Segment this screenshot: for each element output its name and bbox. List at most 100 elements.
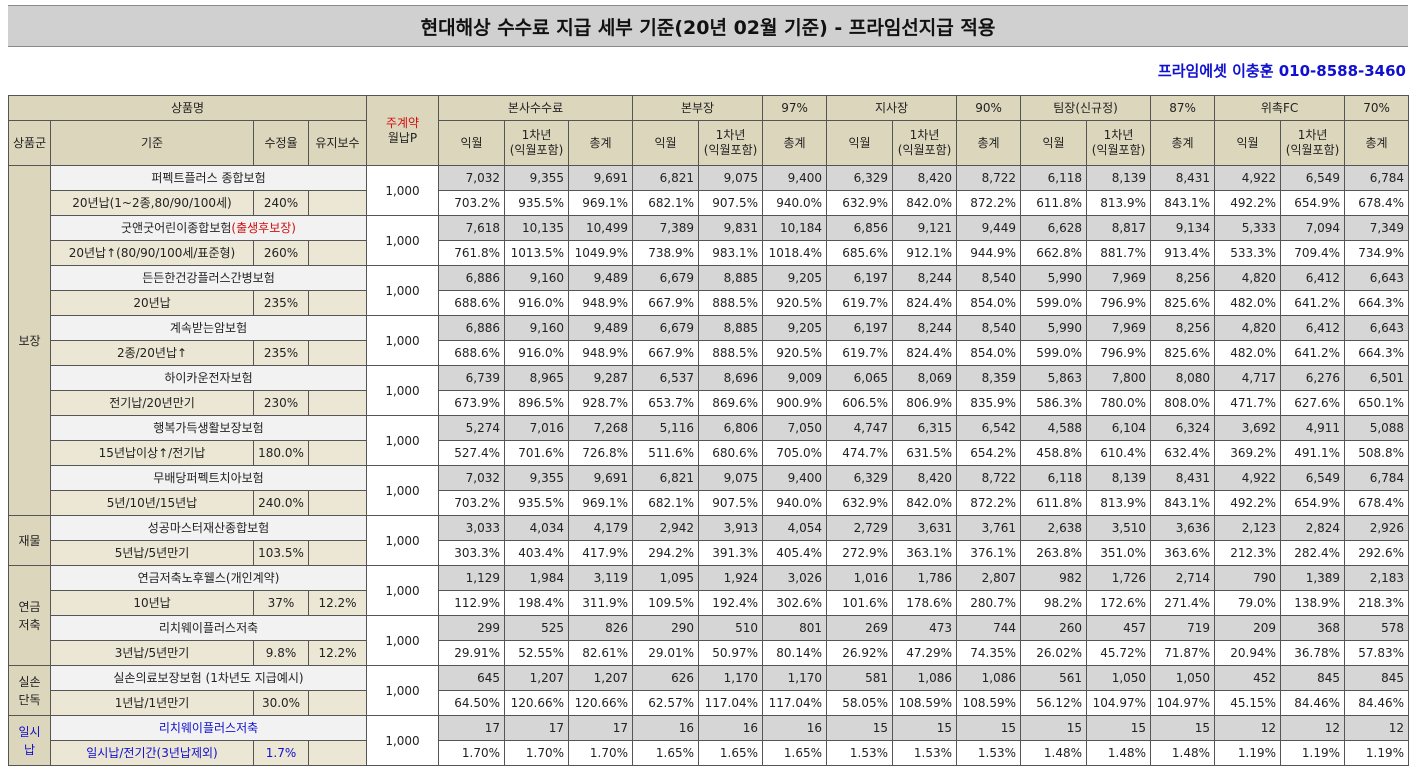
product-name-text: 무배당퍼펙트치아보험 <box>153 471 264 485</box>
commission-value: 2,714 <box>1150 565 1216 591</box>
maint-col-header: 유지보수 <box>308 120 367 166</box>
commission-value: 982 <box>1020 565 1088 591</box>
commission-pct: 98.2% <box>1020 590 1088 616</box>
commission-pct: 112.9% <box>438 590 505 616</box>
product-name-text: 리치웨이플러스저축 <box>158 721 259 735</box>
commission-value: 8,080 <box>1150 365 1216 391</box>
commission-value: 6,412 <box>1280 315 1346 341</box>
commission-pct: 294.2% <box>632 540 700 566</box>
commission-pct: 482.0% <box>1214 340 1282 366</box>
commission-pct: 928.7% <box>567 390 634 416</box>
commission-pct: 738.9% <box>632 240 700 266</box>
product-name: 퍼펙트플러스 종합보험 <box>50 165 367 191</box>
commission-pct: 82.61% <box>567 640 634 666</box>
commission-value: 510 <box>698 615 764 641</box>
commission-value: 4,179 <box>567 515 634 541</box>
commission-pct: 178.6% <box>892 590 958 616</box>
maintenance-rate <box>308 740 367 766</box>
maintenance-rate: 12.2% <box>308 590 367 616</box>
commission-value: 9,009 <box>762 365 828 391</box>
commission-value: 8,722 <box>956 165 1022 191</box>
sub-header-next-month: 익월 <box>1214 120 1282 166</box>
sub-header-total: 총계 <box>567 120 634 166</box>
commission-pct: 120.66% <box>504 690 569 716</box>
commission-pct: 109.5% <box>632 590 700 616</box>
commission-pct: 20.94% <box>1214 640 1282 666</box>
commission-value: 6,118 <box>1020 465 1088 491</box>
commission-pct: 948.9% <box>567 290 634 316</box>
commission-pct: 263.8% <box>1020 540 1088 566</box>
commission-pct: 796.9% <box>1086 340 1152 366</box>
commission-pct: 1.53% <box>956 740 1022 766</box>
commission-value: 368 <box>1280 615 1346 641</box>
product-pct-row: 전기납/20년만기 230% 673.9% 896.5% 928.7% 653.7% 869… <box>9 390 1410 416</box>
commission-value: 6,886 <box>438 265 505 291</box>
commission-value: 581 <box>826 665 894 691</box>
commission-pct: 403.4% <box>504 540 569 566</box>
sub-header-total: 총계 <box>762 120 828 166</box>
commission-value: 7,032 <box>438 465 505 491</box>
commission-pct: 1.19% <box>1280 740 1346 766</box>
product-group-label: 저축 <box>18 617 41 632</box>
commission-pct: 824.4% <box>892 290 958 316</box>
commission-pct: 45.72% <box>1086 640 1152 666</box>
maintenance-rate <box>308 390 367 416</box>
commission-pct: 1.48% <box>1150 740 1216 766</box>
adjustment-rate: 240.0% <box>253 490 309 516</box>
main-premium: 1,000 <box>366 415 439 466</box>
commission-value: 7,969 <box>1086 315 1152 341</box>
commission-value: 8,256 <box>1150 265 1216 291</box>
product-name-header: 상품명 <box>8 95 367 121</box>
commission-pct: 458.8% <box>1020 440 1088 466</box>
commission-pct: 280.7% <box>956 590 1022 616</box>
commission-value: 15 <box>1020 715 1088 741</box>
commission-pct: 888.5% <box>698 340 764 366</box>
commission-pct: 271.4% <box>1150 590 1216 616</box>
product-value-row: 굿앤굿어린이종합보험(출생후보장) 1,000 7,618 10,135 10,499 7… <box>9 215 1410 266</box>
commission-value: 2,942 <box>632 515 700 541</box>
commission-pct: 79.0% <box>1214 590 1282 616</box>
commission-value: 452 <box>1214 665 1282 691</box>
commission-pct: 586.3% <box>1020 390 1088 416</box>
commission-value: 9,831 <box>698 215 764 241</box>
commission-pct: 813.9% <box>1086 190 1152 216</box>
commission-value: 4,054 <box>762 515 828 541</box>
commission-value: 8,540 <box>956 265 1022 291</box>
product-criteria: 20년납(1~2종,80/90/100세) <box>50 190 254 216</box>
product-name: 리치웨이플러스저축 <box>50 715 367 741</box>
commission-value: 6,197 <box>826 315 894 341</box>
adjustment-rate: 235% <box>253 290 309 316</box>
commission-pct: 1.70% <box>438 740 505 766</box>
commission-pct: 619.7% <box>826 340 894 366</box>
product-name: 성공마스터재산종합보험 <box>50 515 367 541</box>
group-col-header: 상품군 <box>8 120 51 166</box>
main-premium: 1,000 <box>366 715 439 766</box>
commission-value: 3,119 <box>567 565 634 591</box>
commission-value: 9,489 <box>567 265 634 291</box>
commission-pct: 26.92% <box>826 640 894 666</box>
commission-value: 9,400 <box>762 165 828 191</box>
section-header: 지사장 <box>826 95 958 121</box>
commission-pct: 29.91% <box>438 640 505 666</box>
commission-pct: 218.3% <box>1344 590 1410 616</box>
commission-pct: 610.4% <box>1086 440 1152 466</box>
commission-value: 6,739 <box>438 365 505 391</box>
commission-pct: 64.50% <box>438 690 505 716</box>
commission-value: 4,922 <box>1214 465 1282 491</box>
commission-pct: 632.9% <box>826 490 894 516</box>
commission-value: 9,075 <box>698 465 764 491</box>
product-criteria: 5년납/5년만기 <box>50 540 254 566</box>
product-criteria: 20년납 <box>50 290 254 316</box>
commission-value: 6,542 <box>956 415 1022 441</box>
commission-value: 9,121 <box>892 215 958 241</box>
product-pct-row: 15년납이상↑/전기납 180.0% 527.4% 701.6% 726.8% 511.6… <box>9 440 1410 466</box>
product-criteria: 10년납 <box>50 590 254 616</box>
commission-value: 6,643 <box>1344 265 1410 291</box>
product-name-text: 행복가득생활보장보험 <box>153 421 264 435</box>
commission-value: 9,691 <box>567 465 634 491</box>
adjustment-rate: 235% <box>253 340 309 366</box>
commission-value: 1,095 <box>632 565 700 591</box>
commission-pct: 835.9% <box>956 390 1022 416</box>
commission-pct: 935.5% <box>504 490 569 516</box>
commission-pct: 825.6% <box>1150 340 1216 366</box>
